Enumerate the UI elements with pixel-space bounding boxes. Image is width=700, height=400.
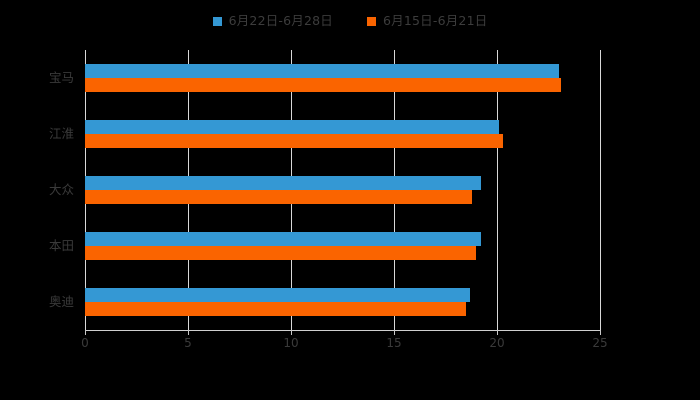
x-axis-line (85, 330, 601, 331)
x-axis-tick (600, 330, 601, 335)
bar-1[interactable] (85, 64, 559, 78)
x-axis-tick (188, 330, 189, 335)
bar-1[interactable] (85, 120, 500, 134)
gridline (600, 50, 601, 330)
x-axis-tick-label: 25 (592, 336, 608, 350)
legend-entry-series-1[interactable]: 6月22日-6月28日 (212, 12, 333, 28)
y-axis-labels: 宝马江淮大众本田奥迪 (0, 50, 74, 330)
chart-legend: 6月22日-6月28日 6月15日-6月21日 (0, 10, 700, 32)
bar-2[interactable] (85, 78, 561, 92)
x-axis-tick-label: 5 (184, 336, 192, 350)
x-axis-tick (85, 330, 86, 335)
bar-1[interactable] (85, 232, 481, 246)
bar-2[interactable] (85, 246, 477, 260)
y-axis-category-label: 奥迪 (48, 294, 74, 309)
legend-label-series-2: 6月15日-6月21日 (383, 12, 488, 28)
legend-label-series-1: 6月22日-6月28日 (228, 12, 333, 28)
x-axis-tick-label: 15 (386, 336, 402, 350)
x-axis-tick (291, 330, 292, 335)
bar-2[interactable] (85, 190, 473, 204)
y-axis-category-label: 江淮 (48, 126, 74, 141)
bar-2[interactable] (85, 302, 467, 316)
plot-area (85, 50, 601, 330)
square-marker-icon (367, 16, 376, 26)
x-axis-tick-label: 20 (489, 336, 505, 350)
y-axis-category-label: 大众 (48, 182, 74, 197)
y-axis-category-label: 本田 (48, 238, 74, 253)
y-axis-category-label: 宝马 (48, 70, 74, 85)
bar-1[interactable] (85, 288, 471, 302)
legend-entry-series-2[interactable]: 6月15日-6月21日 (367, 12, 488, 28)
bar-2[interactable] (85, 134, 504, 148)
x-axis-tick-label: 0 (81, 336, 89, 350)
square-marker-icon (212, 16, 222, 26)
x-axis-tick (497, 330, 498, 335)
bar-1[interactable] (85, 176, 481, 190)
x-axis-tick-label: 10 (283, 336, 299, 350)
gridline (497, 50, 498, 330)
x-axis-tick (394, 330, 395, 335)
